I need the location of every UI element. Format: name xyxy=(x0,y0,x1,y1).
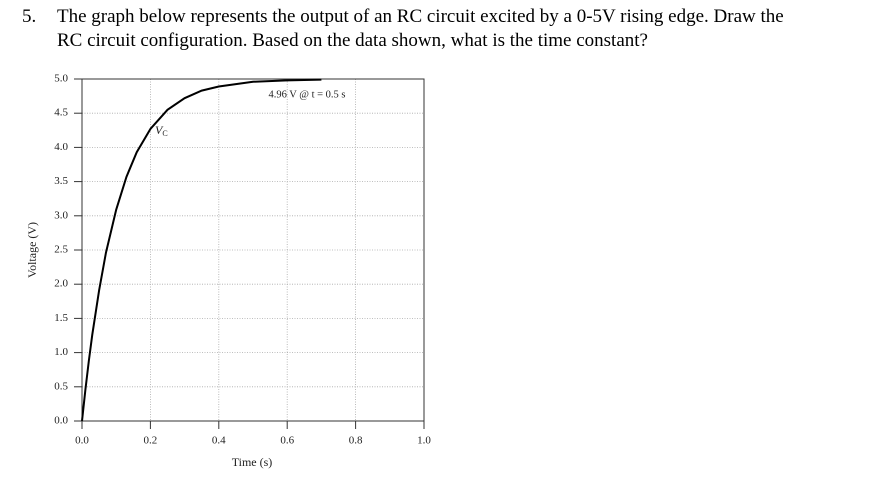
annotation: 4.96 V @ t = 0.5 s xyxy=(268,89,345,100)
x-tick-label: 1.0 xyxy=(417,435,431,447)
x-tick-label: 0.8 xyxy=(349,435,363,447)
y-tick-label: 0.5 xyxy=(54,380,68,392)
x-axis-title: Time (s) xyxy=(232,455,273,469)
x-tick-label: 0.6 xyxy=(280,435,294,447)
x-tick-label: 0.0 xyxy=(75,435,89,447)
y-tick-label: 4.5 xyxy=(54,107,68,119)
y-tick-label: 1.0 xyxy=(54,346,68,358)
y-tick-label: 4.0 xyxy=(54,141,68,153)
y-axis-title: Voltage (V) xyxy=(25,222,39,278)
y-tick-label: 3.0 xyxy=(54,209,68,221)
curve-label-sub: C xyxy=(162,129,167,138)
question-number: 5. xyxy=(22,6,37,27)
plot-frame xyxy=(81,78,425,422)
question-line: RC circuit configuration. Based on the d… xyxy=(57,30,648,51)
y-tick-label: 5.0 xyxy=(54,73,68,85)
x-tick-label: 0.2 xyxy=(144,435,158,447)
y-tick-label: 3.5 xyxy=(54,175,68,187)
y-tick-label: 2.5 xyxy=(54,244,68,256)
curve-label-main: V xyxy=(155,123,164,137)
curve xyxy=(81,78,322,422)
curve-label: VC xyxy=(155,123,168,138)
y-tick-label: 2.0 xyxy=(54,278,68,290)
y-tick-label: 0.0 xyxy=(54,415,68,427)
y-tick-label: 1.5 xyxy=(54,312,68,324)
question-line: The graph below represents the output of… xyxy=(57,6,784,27)
x-tick-label: 0.4 xyxy=(212,435,226,447)
